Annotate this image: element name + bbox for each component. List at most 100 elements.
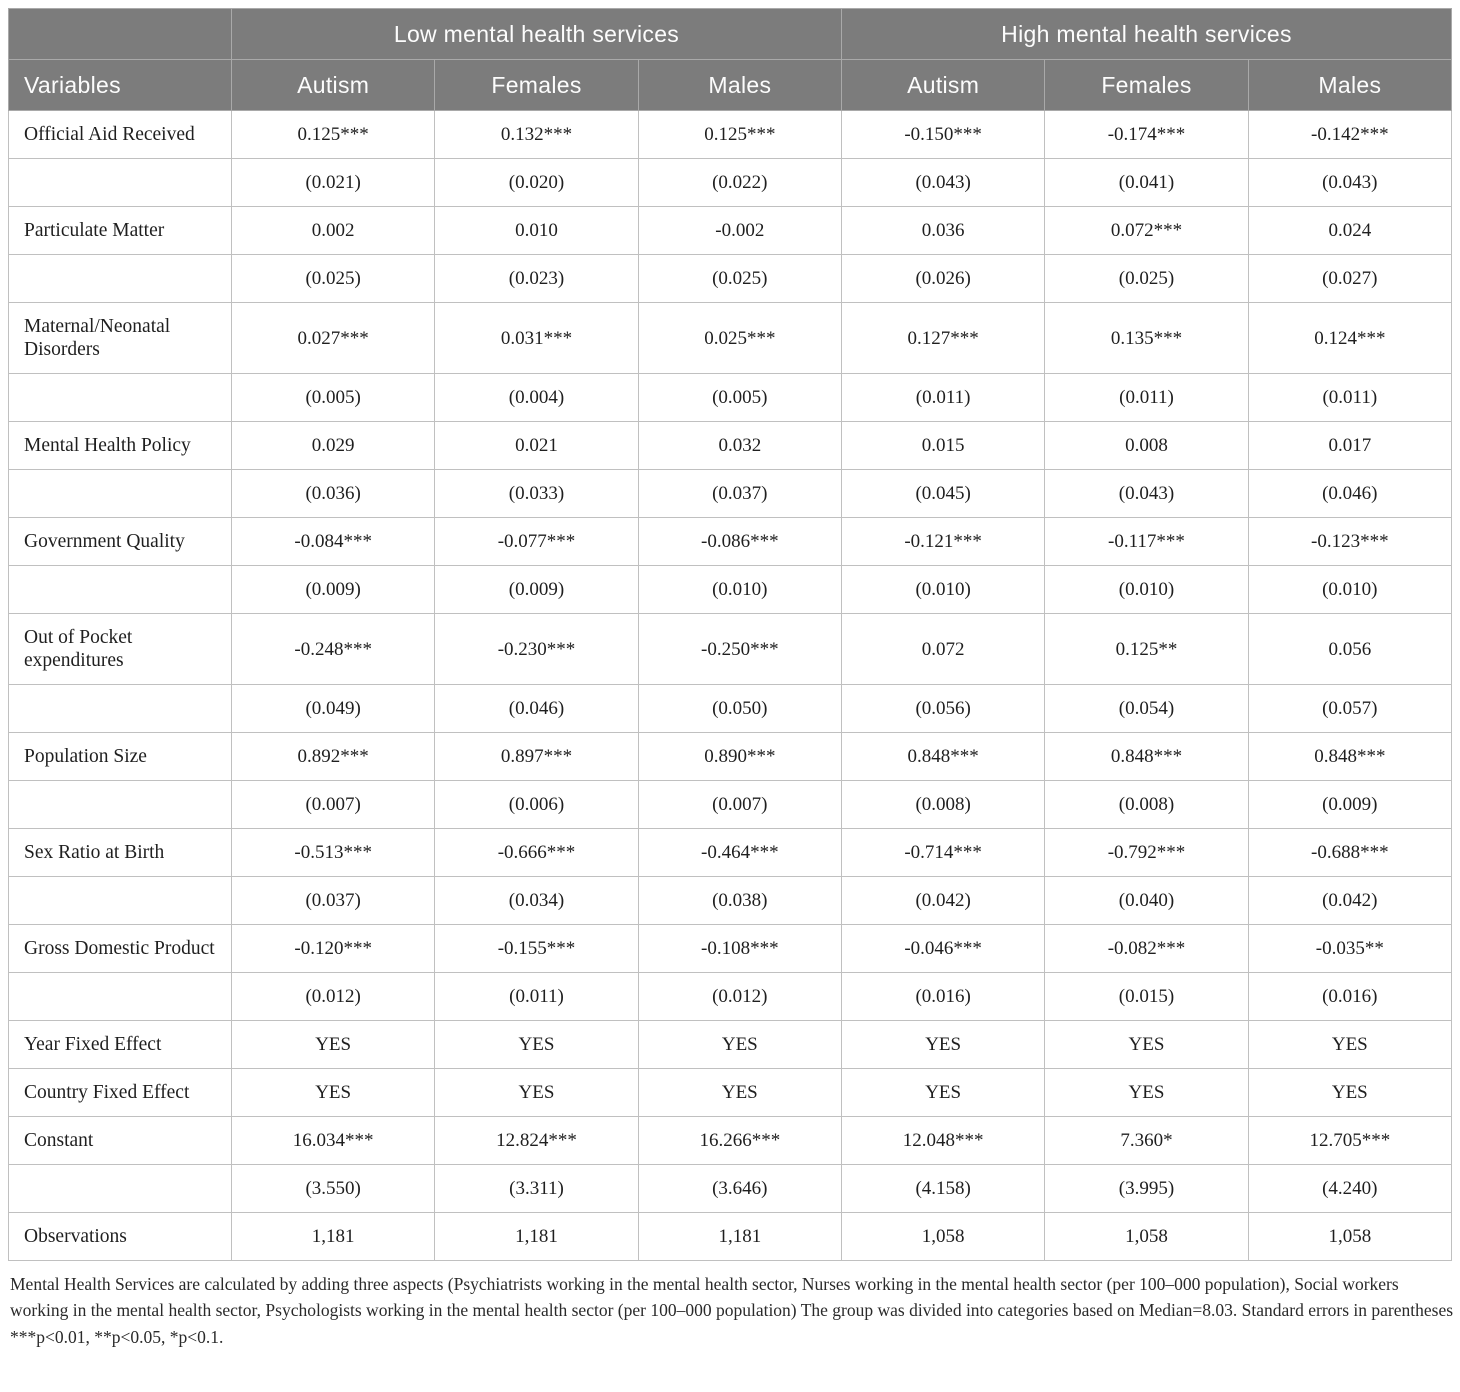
- variables-header: Variables: [8, 59, 232, 111]
- value-cell: (4.158): [840, 1164, 1046, 1213]
- row-label: Population Size: [8, 732, 232, 781]
- value-cell: 1,181: [637, 1212, 842, 1261]
- value-cell: YES: [230, 1020, 436, 1069]
- value-cell: -0.250***: [637, 613, 842, 685]
- column-header-low-autism: Autism: [230, 59, 436, 111]
- value-cell: -0.513***: [230, 828, 436, 877]
- value-cell: (0.012): [230, 972, 436, 1021]
- value-cell: (0.010): [637, 565, 842, 614]
- value-cell: -0.174***: [1044, 110, 1249, 159]
- column-header-row: Variables Autism Females Males Autism Fe…: [8, 59, 1453, 111]
- value-cell: (0.026): [840, 254, 1046, 303]
- row-label: [8, 972, 232, 1021]
- value-cell: (0.050): [637, 684, 842, 733]
- row-label: [8, 684, 232, 733]
- table-header: Low mental health services High mental h…: [8, 8, 1453, 111]
- column-header-high-autism: Autism: [840, 59, 1046, 111]
- row-label: Sex Ratio at Birth: [8, 828, 232, 877]
- value-cell: (0.037): [637, 469, 842, 518]
- value-cell: -0.792***: [1044, 828, 1249, 877]
- value-cell: (0.006): [434, 780, 639, 829]
- value-cell: 0.032: [637, 421, 842, 470]
- column-header-low-males: Males: [637, 59, 842, 111]
- row-label: Constant: [8, 1116, 232, 1165]
- row-label: Particulate Matter: [8, 206, 232, 255]
- value-cell: (0.016): [1247, 972, 1453, 1021]
- value-cell: YES: [1247, 1020, 1453, 1069]
- table-row: Maternal/Neonatal Disorders 0.027*** 0.031…: [8, 302, 1453, 374]
- value-cell: YES: [840, 1068, 1046, 1117]
- value-cell: 0.029: [230, 421, 436, 470]
- value-cell: (0.043): [840, 158, 1046, 207]
- value-cell: YES: [637, 1068, 842, 1117]
- value-cell: 0.002: [230, 206, 436, 255]
- group-header-low: Low mental health services: [231, 8, 842, 60]
- value-cell: 0.124***: [1247, 302, 1453, 374]
- table-row: (0.005) (0.004) (0.005) (0.011) (0.011) (0.01…: [8, 373, 1453, 422]
- value-cell: 0.072***: [1044, 206, 1249, 255]
- value-cell: 12.705***: [1247, 1116, 1453, 1165]
- value-cell: -0.142***: [1247, 110, 1453, 159]
- row-label: Government Quality: [8, 517, 232, 566]
- table-row: Observations 1,181 1,181 1,181 1,058 1,058 1,0…: [8, 1212, 1453, 1261]
- row-label: [8, 1164, 232, 1213]
- value-cell: 0.072: [840, 613, 1046, 685]
- table-row: (0.036) (0.033) (0.037) (0.045) (0.043) (0.04…: [8, 469, 1453, 518]
- value-cell: -0.121***: [840, 517, 1046, 566]
- value-cell: 16.034***: [230, 1116, 436, 1165]
- value-cell: (0.037): [230, 876, 436, 925]
- value-cell: (0.046): [434, 684, 639, 733]
- row-label: [8, 565, 232, 614]
- value-cell: (0.046): [1247, 469, 1453, 518]
- value-cell: (0.008): [1044, 780, 1249, 829]
- value-cell: -0.230***: [434, 613, 639, 685]
- column-header-low-females: Females: [434, 59, 639, 111]
- value-cell: (0.057): [1247, 684, 1453, 733]
- row-label: Country Fixed Effect: [8, 1068, 232, 1117]
- value-cell: -0.714***: [840, 828, 1046, 877]
- value-cell: (0.023): [434, 254, 639, 303]
- value-cell: 0.017: [1247, 421, 1453, 470]
- value-cell: (0.011): [434, 972, 639, 1021]
- value-cell: (0.025): [230, 254, 436, 303]
- value-cell: (0.042): [840, 876, 1046, 925]
- corner-cell: [8, 8, 232, 60]
- regression-table: Low mental health services High mental h…: [8, 8, 1453, 1261]
- table-row: (0.021) (0.020) (0.022) (0.043) (0.041) (0.04…: [8, 158, 1453, 207]
- value-cell: 0.010: [434, 206, 639, 255]
- table-row: (0.009) (0.009) (0.010) (0.010) (0.010) (0.01…: [8, 565, 1453, 614]
- value-cell: (0.016): [840, 972, 1046, 1021]
- value-cell: (0.045): [840, 469, 1046, 518]
- value-cell: (0.008): [840, 780, 1046, 829]
- value-cell: (0.043): [1247, 158, 1453, 207]
- table-row: (0.037) (0.034) (0.038) (0.042) (0.040) (0.04…: [8, 876, 1453, 925]
- value-cell: 0.125***: [230, 110, 436, 159]
- value-cell: 0.897***: [434, 732, 639, 781]
- row-label: Gross Domestic Product: [8, 924, 232, 973]
- value-cell: (0.034): [434, 876, 639, 925]
- value-cell: 12.048***: [840, 1116, 1046, 1165]
- table-row: (0.049) (0.046) (0.050) (0.056) (0.054) (0.05…: [8, 684, 1453, 733]
- value-cell: (0.009): [1247, 780, 1453, 829]
- value-cell: 0.015: [840, 421, 1046, 470]
- value-cell: (0.022): [637, 158, 842, 207]
- value-cell: -0.077***: [434, 517, 639, 566]
- value-cell: (0.005): [230, 373, 436, 422]
- column-header-high-females: Females: [1044, 59, 1249, 111]
- value-cell: 0.025***: [637, 302, 842, 374]
- value-cell: 0.021: [434, 421, 639, 470]
- value-cell: 1,058: [1044, 1212, 1249, 1261]
- value-cell: 0.892***: [230, 732, 436, 781]
- table-row: Constant 16.034*** 12.824*** 16.266*** 12.04…: [8, 1116, 1453, 1165]
- row-label: [8, 780, 232, 829]
- table-row: Mental Health Policy 0.029 0.021 0.032 0.015…: [8, 421, 1453, 470]
- value-cell: (0.007): [230, 780, 436, 829]
- value-cell: -0.155***: [434, 924, 639, 973]
- value-cell: YES: [434, 1068, 639, 1117]
- value-cell: 1,058: [840, 1212, 1046, 1261]
- value-cell: (3.550): [230, 1164, 436, 1213]
- value-cell: 0.024: [1247, 206, 1453, 255]
- group-header-row: Low mental health services High mental h…: [8, 8, 1453, 60]
- table-row: Gross Domestic Product -0.120*** -0.155***…: [8, 924, 1453, 973]
- value-cell: 0.127***: [840, 302, 1046, 374]
